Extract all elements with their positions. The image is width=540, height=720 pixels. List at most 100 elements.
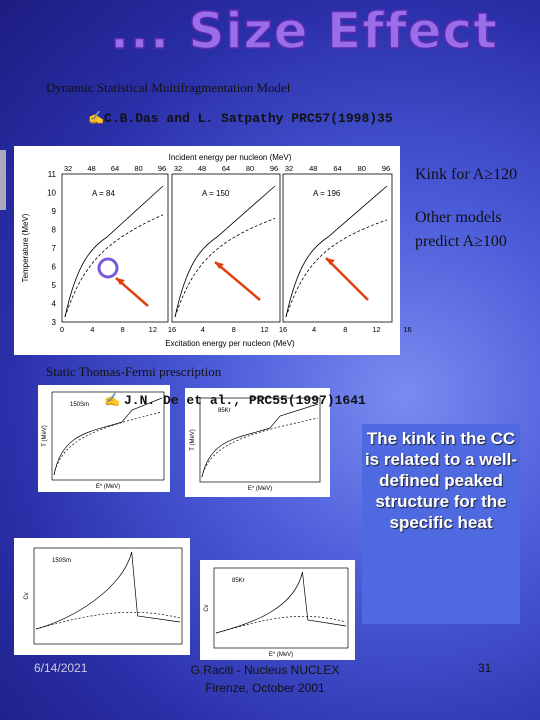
footer-date: 6/14/2021 — [34, 661, 88, 675]
top-axis-label: Incident energy per nucleon (MeV) — [169, 153, 292, 162]
arrow — [325, 257, 369, 301]
y-axis-label: Temperature (MeV) — [21, 213, 30, 282]
top-tick-label: 96 — [270, 164, 278, 173]
top-tick-label: 48 — [309, 164, 317, 173]
bottom-tick-label: 12 — [149, 325, 157, 334]
x-axis-label: E* (MeV) — [96, 484, 120, 490]
y-tick-label: 9 — [52, 207, 57, 216]
bottom-axis-label: Excitation energy per nucleon (MeV) — [165, 339, 295, 348]
panel-label: A = 150 — [202, 189, 230, 198]
bottom-tick-label: 16 — [279, 325, 287, 334]
bottom-tick-label: 4 — [201, 325, 205, 334]
arrow — [214, 261, 261, 301]
panel-label: A = 84 — [92, 189, 115, 198]
arrow-head — [116, 278, 125, 285]
panel-label: 85Kr — [218, 408, 231, 414]
bottom-tick-label: 12 — [372, 325, 380, 334]
y-tick-label: 4 — [52, 300, 57, 309]
panel-label: 150Sm — [52, 558, 71, 564]
arrow-head — [215, 262, 224, 269]
y-axis-label: Cv — [24, 592, 30, 599]
curve — [174, 185, 276, 318]
slide-title: ... Size Effect — [109, 1, 499, 61]
footer-author: G.Raciti - Nucleus NUCLEX Firenze, Octob… — [190, 663, 340, 695]
bottom-tick-label: 16 — [168, 325, 176, 334]
callout: The kink in the CC is related to a well-… — [362, 424, 520, 624]
panel-label: 150Sm — [70, 402, 89, 408]
y-tick-label: 8 — [52, 226, 57, 235]
curve-dashed — [174, 218, 276, 318]
bottom-tick-label: 8 — [343, 325, 347, 334]
curve — [35, 551, 181, 630]
y-axis-label: Cv — [204, 604, 210, 611]
top-tick-label: 32 — [285, 164, 293, 173]
curve — [285, 185, 388, 318]
bottom-tick-label: 0 — [60, 325, 64, 334]
pen-icon: ✍ — [88, 110, 105, 125]
x-axis-label: E* (MeV) — [269, 652, 293, 658]
figure1-box — [14, 146, 400, 355]
top-tick-label: 80 — [134, 164, 142, 173]
model-name: Dynamic Statistical Multifragmentation M… — [46, 80, 291, 95]
note-kink: Kink for A≥120 — [415, 166, 518, 183]
bottom-tick-label: 8 — [232, 325, 236, 334]
y-tick-label: 11 — [48, 170, 57, 179]
bottom-tick-label: 12 — [260, 325, 268, 334]
top-tick-label: 80 — [358, 164, 366, 173]
y-tick-label: 3 — [52, 318, 57, 327]
top-tick-label: 32 — [174, 164, 182, 173]
curve-dashed — [201, 417, 319, 478]
arrow-head — [326, 258, 335, 265]
top-tick-label: 80 — [246, 164, 254, 173]
curve — [201, 403, 319, 478]
y-tick-label: 5 — [52, 281, 57, 290]
y-tick-label: 10 — [47, 189, 56, 198]
prescription-reference: J.N. De et al., PRC55(1997)1641 — [124, 393, 366, 408]
x-axis-label: E* (MeV) — [248, 486, 272, 492]
curve-dashed — [64, 214, 164, 318]
figure2b-box — [185, 388, 330, 497]
pen-icon: ✍ — [104, 392, 121, 407]
plot-frame — [199, 397, 321, 483]
prescription-name: Static Thomas-Fermi prescription — [46, 364, 222, 379]
plot-frame — [171, 173, 281, 323]
plot-frame — [213, 567, 349, 649]
plot-frame — [61, 173, 169, 323]
curve — [64, 185, 164, 318]
top-tick-label: 64 — [111, 164, 119, 173]
model-reference: C.B.Das and L. Satpathy PRC57(1998)35 — [104, 111, 393, 126]
curve-dashed — [285, 219, 388, 318]
panel-label: A = 196 — [313, 189, 341, 198]
curve-dashed — [53, 411, 163, 476]
note-models: Other models predict A≥100 — [415, 209, 507, 250]
plot-frame — [51, 391, 165, 481]
side-bar — [0, 150, 6, 210]
bottom-tick-label: 16 — [403, 325, 411, 334]
figure2a-box — [38, 385, 170, 492]
marker-circle — [97, 257, 119, 279]
top-tick-label: 64 — [222, 164, 230, 173]
bottom-tick-label: 4 — [312, 325, 316, 334]
top-tick-label: 96 — [158, 164, 166, 173]
figure3a-box — [14, 538, 190, 655]
top-tick-label: 48 — [198, 164, 206, 173]
top-tick-label: 96 — [382, 164, 390, 173]
y-axis-label: T (MeV) — [190, 429, 196, 451]
panel-label: 85Kr — [232, 578, 245, 584]
bottom-tick-label: 4 — [90, 325, 94, 334]
y-tick-label: 7 — [52, 244, 57, 253]
curve — [53, 397, 163, 476]
plot-frame — [282, 173, 393, 323]
y-tick-label: 6 — [52, 263, 57, 272]
top-tick-label: 48 — [87, 164, 95, 173]
y-axis-label: T (MeV) — [42, 425, 48, 447]
top-tick-label: 32 — [64, 164, 72, 173]
plot-frame — [33, 547, 183, 645]
top-tick-label: 64 — [333, 164, 341, 173]
bottom-tick-label: 8 — [120, 325, 124, 334]
figure3b-box — [200, 560, 355, 660]
footer-page: 31 — [478, 661, 492, 675]
curve-dashed — [215, 616, 347, 634]
